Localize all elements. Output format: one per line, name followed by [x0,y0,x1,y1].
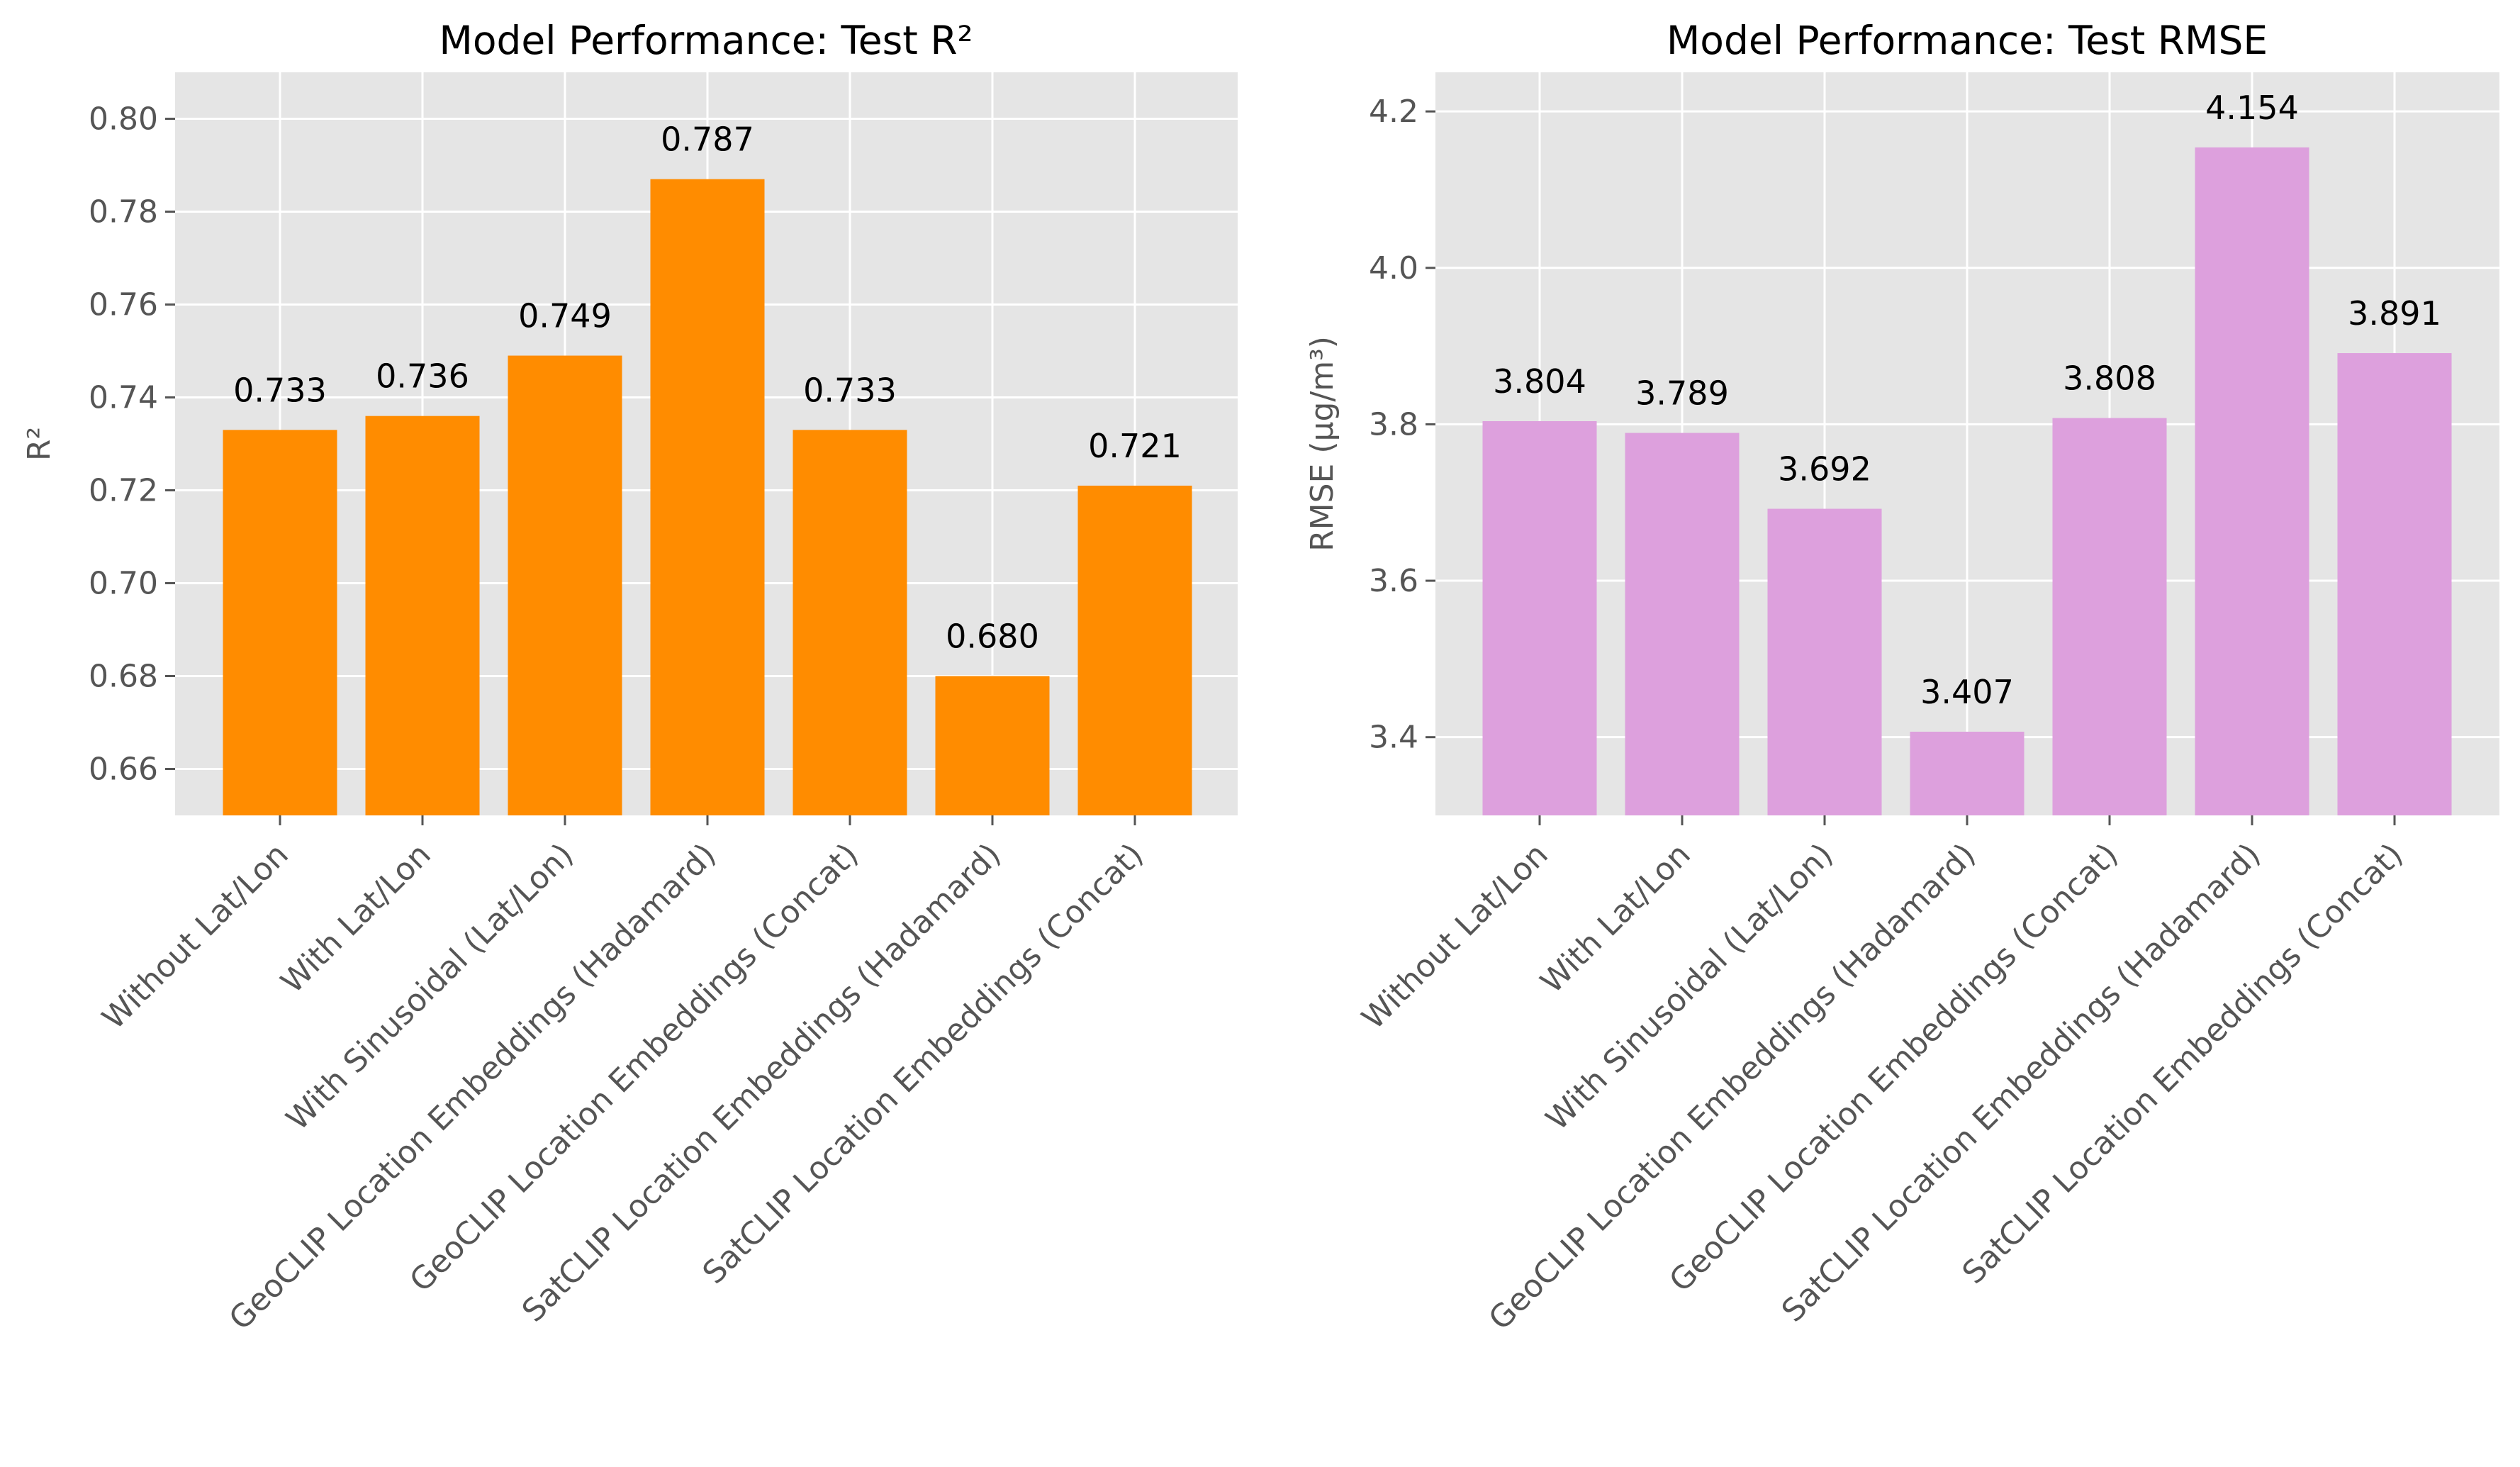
y-tick-label: 3.8 [1369,406,1418,442]
y-tick-label: 0.66 [89,752,158,788]
bar-value-label: 3.789 [1635,374,1729,413]
data-labels-r2: 0.733 0.736 0.749 0.787 0.733 0.680 0.721 [233,121,1182,656]
bar-value-label: 0.733 [803,371,897,409]
chart-title-rmse: Model Performance: Test RMSE [1667,18,2268,63]
bar [2195,147,2309,816]
bar-value-label: 0.787 [661,121,754,159]
bar-value-label: 0.680 [946,618,1039,656]
x-tick-label: GeoCLIP Location Embeddings (Hadamard) [1482,837,1983,1337]
y-axis-label-rmse: RMSE (μg/m³) [1304,336,1340,552]
bar-value-label: 0.749 [518,297,612,335]
data-labels-rmse: 3.804 3.789 3.692 3.407 3.808 4.154 3.891 [1493,89,2441,711]
y-tick-label: 0.68 [89,659,158,695]
y-tick-label: 3.6 [1369,563,1418,599]
bar-value-label: 3.692 [1778,450,1871,489]
bar [793,430,907,815]
x-tick-label: SatCLIP Location Embeddings (Hadamard) [1775,837,2268,1329]
x-tick-label: Without Lat/Lon [1355,837,1555,1037]
bar-value-label: 0.733 [233,371,327,409]
x-tick-label: With Sinusoidal (Lat/Lon) [1539,837,1840,1138]
bar-value-label: 0.721 [1088,427,1182,465]
bar [2337,353,2452,815]
x-tick-label: GeoCLIP Location Embeddings (Hadamard) [223,837,723,1337]
x-tick-label: With Lat/Lon [274,837,438,1000]
bar [1767,508,1882,815]
chart-r2: 0.733 0.736 0.749 0.787 0.733 0.680 0.721 0.66… [21,18,1238,1337]
bar [1625,433,1740,815]
y-tick-label: 3.4 [1369,720,1418,756]
y-tick-label: 0.78 [89,194,158,230]
x-tick-label: With Sinusoidal (Lat/Lon) [279,837,581,1138]
bar [508,355,622,815]
bar [1910,731,2025,815]
bar-value-label: 4.154 [2205,89,2299,127]
y-tick-label: 0.74 [89,380,158,416]
y-tick-label: 0.70 [89,566,158,602]
bar [650,179,765,815]
bar [223,430,337,815]
bars-r2 [223,179,1192,815]
bar-value-label: 3.407 [1920,673,2014,711]
y-tick-label: 4.2 [1369,94,1418,130]
bar [365,415,480,815]
chart-title-r2: Model Performance: Test R² [439,18,973,63]
y-tick-label: 0.72 [89,473,158,509]
x-tick-label: Without Lat/Lon [96,837,296,1037]
y-ticks-rmse: 3.4 3.6 3.8 4.0 4.2 [1369,94,1435,756]
y-tick-label: 4.0 [1369,250,1418,286]
y-ticks-r2: 0.66 0.68 0.70 0.72 0.74 0.76 0.78 0.80 [89,101,175,788]
bar [1482,421,1597,815]
bar [935,676,1050,815]
bar-value-label: 3.891 [2348,294,2441,333]
x-tick-label: With Lat/Lon [1534,837,1698,1000]
x-tick-label: SatCLIP Location Embeddings (Hadamard) [515,837,1008,1329]
y-tick-label: 0.76 [89,287,158,323]
bar-value-label: 0.736 [376,357,469,396]
y-tick-label: 0.80 [89,101,158,138]
bar [1077,485,1192,815]
bars-rmse [1482,147,2452,816]
bar [2052,418,2167,815]
bar-value-label: 3.804 [1493,362,1586,401]
y-axis-label-r2: R² [21,427,57,461]
bar-value-label: 3.808 [2063,359,2156,398]
